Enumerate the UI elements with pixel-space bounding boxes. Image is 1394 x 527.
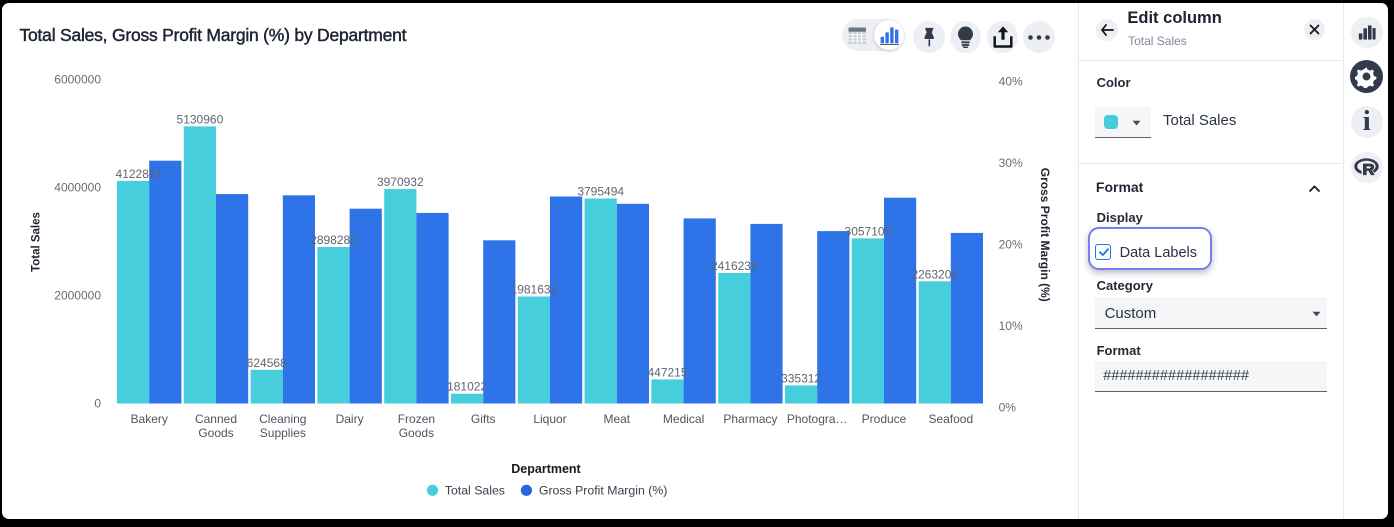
- svg-text:Medical: Medical: [663, 411, 704, 425]
- svg-text:Liquor: Liquor: [533, 411, 566, 425]
- svg-text:Bakery: Bakery: [131, 411, 168, 425]
- svg-text:3057105: 3057105: [845, 224, 892, 238]
- svg-text:Goods: Goods: [198, 425, 233, 439]
- svg-text:30%: 30%: [999, 156, 1023, 170]
- svg-text:2000000: 2000000: [54, 288, 101, 302]
- svg-text:2416239: 2416239: [711, 259, 758, 273]
- svg-text:Goods: Goods: [399, 425, 434, 439]
- svg-text:10%: 10%: [999, 318, 1023, 332]
- svg-text:Canned: Canned: [195, 411, 237, 425]
- svg-text:Supplies: Supplies: [260, 425, 306, 439]
- svg-text:3795494: 3795494: [577, 184, 624, 198]
- svg-text:Photogra…: Photogra…: [787, 411, 848, 425]
- svg-text:Total Sales: Total Sales: [31, 212, 43, 272]
- svg-text:0: 0: [94, 396, 101, 410]
- svg-text:624568: 624568: [247, 355, 287, 369]
- svg-text:Cleaning: Cleaning: [259, 411, 306, 425]
- svg-text:Gross Profit Margin (%): Gross Profit Margin (%): [1038, 167, 1052, 301]
- svg-text:Meat: Meat: [603, 411, 630, 425]
- svg-text:2898285: 2898285: [310, 233, 357, 247]
- svg-text:5130960: 5130960: [177, 112, 224, 126]
- svg-text:3970932: 3970932: [377, 175, 424, 189]
- svg-text:40%: 40%: [999, 74, 1023, 88]
- svg-text:Total Sales: Total Sales: [445, 483, 505, 497]
- svg-text:Frozen: Frozen: [398, 411, 435, 425]
- svg-text:6000000: 6000000: [54, 72, 101, 86]
- svg-text:2263205: 2263205: [911, 267, 958, 281]
- svg-text:1981634: 1981634: [511, 282, 558, 296]
- svg-text:Gifts: Gifts: [471, 411, 496, 425]
- svg-text:Seafood: Seafood: [928, 411, 973, 425]
- svg-text:335312: 335312: [781, 371, 821, 385]
- svg-text:Gross Profit Margin (%): Gross Profit Margin (%): [539, 483, 667, 497]
- svg-text:20%: 20%: [999, 237, 1023, 251]
- svg-text:181022: 181022: [447, 379, 487, 393]
- svg-text:Dairy: Dairy: [336, 411, 364, 425]
- svg-text:Department: Department: [511, 462, 581, 476]
- svg-text:447215: 447215: [647, 365, 687, 379]
- svg-text:Pharmacy: Pharmacy: [723, 411, 777, 425]
- svg-text:4000000: 4000000: [54, 180, 101, 194]
- svg-text:0%: 0%: [999, 400, 1017, 414]
- svg-text:4122881: 4122881: [116, 166, 163, 180]
- svg-text:Produce: Produce: [862, 411, 907, 425]
